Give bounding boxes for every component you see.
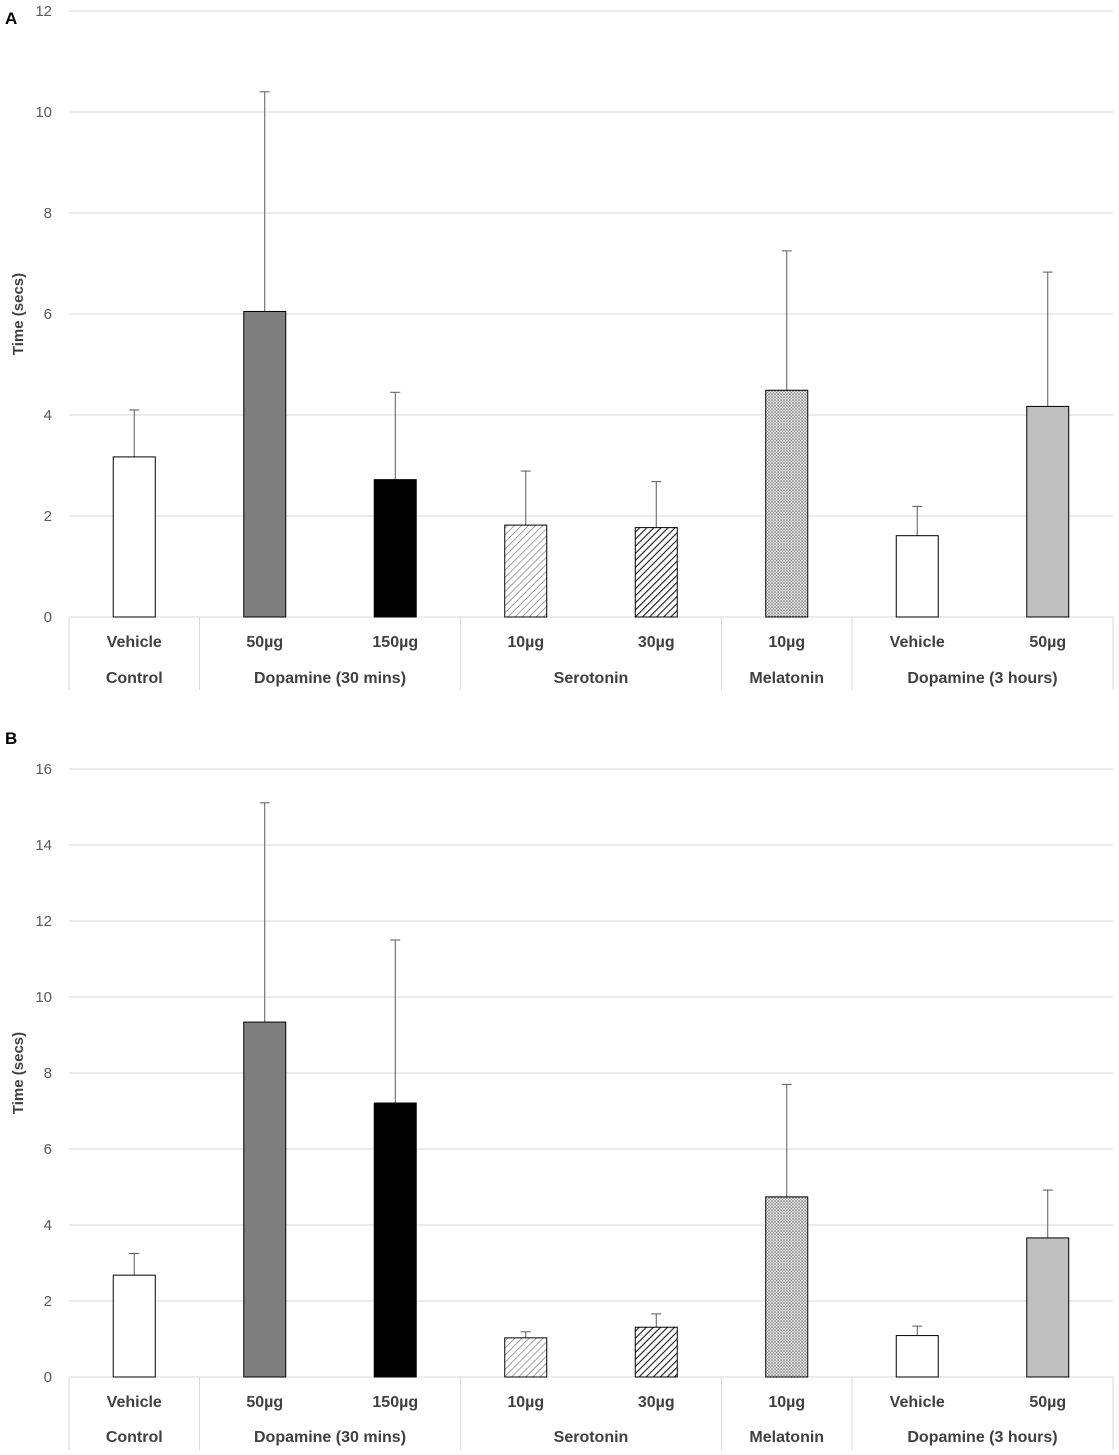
group-label: Dopamine (3 hours): [907, 670, 1057, 687]
group-label: Dopamine (30 mins): [254, 1429, 406, 1446]
category-label: Vehicle: [107, 1394, 162, 1411]
category-label: 150µg: [372, 634, 418, 651]
y-tick-label: 0: [44, 609, 52, 626]
y-tick-label: 4: [44, 407, 52, 424]
group-label: Serotonin: [554, 1429, 629, 1446]
bar: [243, 1021, 287, 1378]
bar: [634, 527, 678, 618]
y-tick-label: 0: [44, 1369, 52, 1386]
group-label: Dopamine (3 hours): [907, 1429, 1057, 1446]
y-tick-label: 10: [35, 989, 52, 1006]
bar: [634, 1326, 678, 1378]
group-label: Control: [106, 670, 163, 687]
bar: [895, 535, 939, 618]
bar: [243, 310, 287, 618]
bar: [765, 1196, 809, 1378]
bar: [1026, 1237, 1070, 1378]
y-axis-label: Time (secs): [10, 273, 27, 355]
bar: [504, 524, 548, 618]
category-label: 150µg: [372, 1394, 418, 1411]
y-tick-label: 6: [44, 306, 52, 323]
bar: [112, 456, 156, 618]
panel-letter-b: B: [5, 729, 17, 748]
bar: [1026, 405, 1070, 618]
y-tick-label: 6: [44, 1141, 52, 1158]
bar: [373, 1102, 417, 1378]
category-label: Vehicle: [107, 634, 162, 651]
category-label: 30µg: [638, 1394, 675, 1411]
bar: [504, 1337, 548, 1378]
category-label: 50µg: [1029, 634, 1066, 651]
y-tick-label: 12: [35, 3, 52, 20]
y-tick-label: 2: [44, 508, 52, 525]
y-axis-label: Time (secs): [10, 1032, 27, 1114]
bar: [895, 1335, 939, 1378]
y-tick-label: 2: [44, 1293, 52, 1310]
category-label: 10µg: [768, 1394, 805, 1411]
category-label: 30µg: [638, 634, 675, 651]
bar: [373, 479, 417, 618]
category-label: 10µg: [507, 1394, 544, 1411]
bar: [112, 1274, 156, 1378]
category-label: 10µg: [768, 634, 805, 651]
group-label: Dopamine (30 mins): [254, 670, 406, 687]
category-label: 50µg: [246, 1394, 283, 1411]
category-label: Vehicle: [890, 1394, 945, 1411]
y-tick-label: 12: [35, 913, 52, 930]
category-label: 50µg: [1029, 1394, 1066, 1411]
y-tick-label: 16: [35, 761, 52, 778]
group-label: Control: [106, 1429, 163, 1446]
panel-letter-a: A: [5, 9, 17, 28]
y-tick-label: 8: [44, 205, 52, 222]
category-label: 50µg: [246, 634, 283, 651]
bar: [765, 389, 809, 618]
y-tick-label: 8: [44, 1065, 52, 1082]
y-tick-label: 4: [44, 1217, 52, 1234]
y-tick-label: 14: [35, 837, 52, 854]
group-label: Melatonin: [749, 670, 824, 687]
group-label: Serotonin: [554, 670, 629, 687]
panel-b: B 0 2 4 6 8 10 12 14 16 Time (secs) Control Dopamine…: [5, 729, 1114, 1450]
panel-a: A 0 2 4 6 8 10 12 Time (secs) Control Dopamine (30…: [5, 3, 1114, 690]
group-label: Melatonin: [749, 1429, 824, 1446]
y-tick-label: 10: [35, 104, 52, 121]
category-label: Vehicle: [890, 634, 945, 651]
category-label: 10µg: [507, 634, 544, 651]
